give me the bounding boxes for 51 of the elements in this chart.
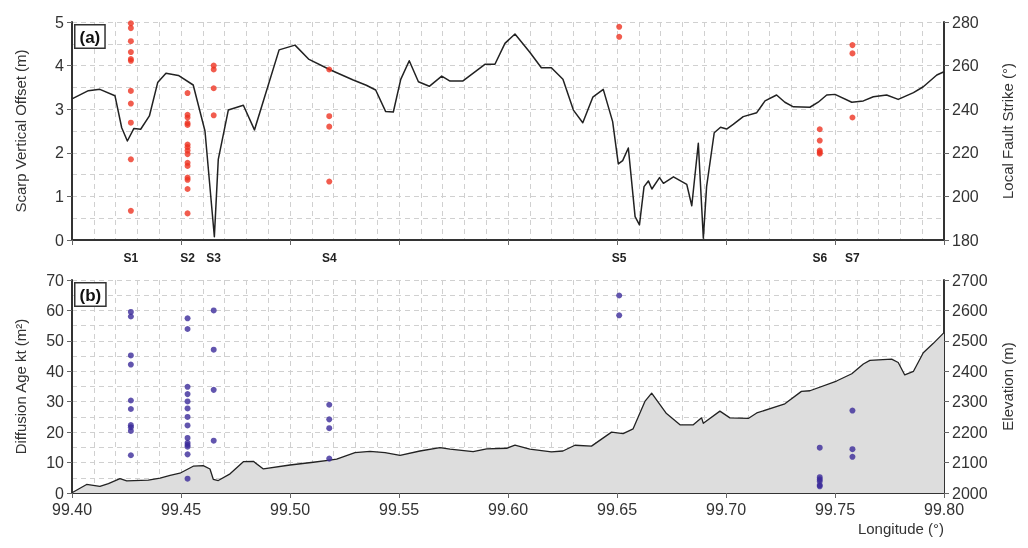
- y-tick-label: 30: [46, 393, 65, 411]
- text: S1: [123, 251, 139, 265]
- y-tick-label: 60: [46, 301, 65, 319]
- y-tick-label: 10: [46, 454, 65, 472]
- x-tick-label: 99.40: [51, 500, 93, 518]
- y2-tick-label: 260: [952, 57, 979, 75]
- y2-tick-label: 2100: [952, 454, 988, 472]
- y-tick-label: 4: [55, 57, 65, 75]
- y-tick-label: 3: [55, 100, 65, 118]
- x-tick-label: 99.65: [596, 500, 638, 518]
- x-tick-label: 99.70: [705, 500, 747, 518]
- y2-axis-title: Elevation (m): [999, 342, 1016, 431]
- y-tick-label: 5: [55, 13, 65, 31]
- y2-tick-label: 2400: [952, 362, 988, 380]
- y2-tick-label: 240: [952, 100, 979, 118]
- y-tick-label: 1: [55, 187, 65, 205]
- y2-tick-label: 2200: [952, 423, 988, 441]
- x-tick-label: 99.45: [160, 500, 202, 518]
- x-tick-label: 99.50: [269, 500, 311, 518]
- y-axis-title: Diffusion Age kt (m²): [12, 318, 29, 455]
- y-tick-label: 2: [55, 144, 65, 162]
- y2-tick-label: 280: [952, 13, 979, 31]
- y2-tick-label: 2000: [952, 484, 988, 502]
- text: S2: [180, 251, 196, 265]
- text: S6: [812, 251, 828, 265]
- y2-tick-label: 2700: [952, 271, 988, 289]
- y-tick-label: 0: [55, 484, 65, 502]
- y-tick-label: 40: [46, 362, 65, 380]
- y-tick-label: 20: [46, 423, 65, 441]
- text: S7: [845, 251, 861, 265]
- x-axis-title: Longitude (°): [857, 520, 944, 537]
- y-axis-title: Scarp Vertical Offset (m): [12, 49, 29, 213]
- x-tick-label: 99.60: [487, 500, 529, 518]
- x-tick-label: 99.55: [378, 500, 420, 518]
- y2-tick-label: 200: [952, 187, 979, 205]
- text: S4: [321, 251, 337, 265]
- text: S3: [206, 251, 222, 265]
- text: S5: [611, 251, 627, 265]
- annotation: (a): [79, 27, 101, 47]
- y-tick-label: 50: [46, 332, 65, 350]
- y-tick-label: 70: [46, 271, 65, 289]
- x-tick-label: 99.80: [923, 500, 965, 518]
- y2-tick-label: 2500: [952, 332, 988, 350]
- y-tick-label: 0: [55, 231, 65, 249]
- y2-tick-label: 180: [952, 231, 979, 249]
- annotation: (b): [79, 285, 102, 305]
- y2-tick-label: 2600: [952, 301, 988, 319]
- y2-tick-label: 220: [952, 144, 979, 162]
- y2-tick-label: 2300: [952, 393, 988, 411]
- y2-axis-title: Local Fault Strike (°): [999, 62, 1016, 200]
- x-tick-label: 99.75: [814, 500, 856, 518]
